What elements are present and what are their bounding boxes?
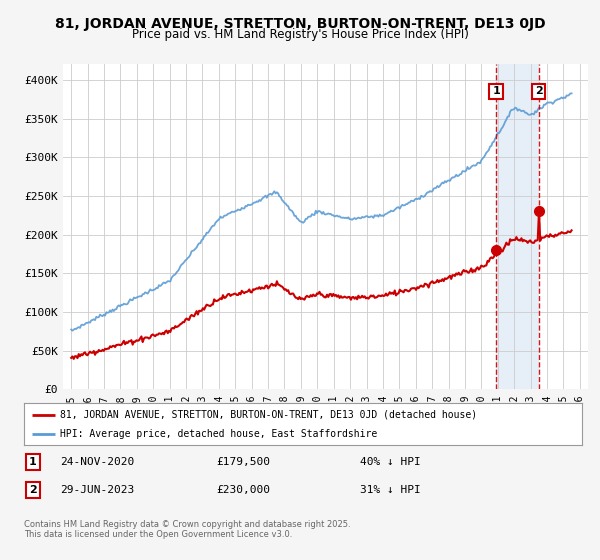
Text: 81, JORDAN AVENUE, STRETTON, BURTON-ON-TRENT, DE13 0JD (detached house): 81, JORDAN AVENUE, STRETTON, BURTON-ON-T… — [60, 409, 478, 419]
Bar — [496, 64, 539, 389]
Text: £179,500: £179,500 — [216, 457, 270, 467]
Text: Contains HM Land Registry data © Crown copyright and database right 2025.
This d: Contains HM Land Registry data © Crown c… — [24, 520, 350, 539]
Text: 81, JORDAN AVENUE, STRETTON, BURTON-ON-TRENT, DE13 0JD: 81, JORDAN AVENUE, STRETTON, BURTON-ON-T… — [55, 17, 545, 31]
Text: 24-NOV-2020: 24-NOV-2020 — [60, 457, 134, 467]
Text: 31% ↓ HPI: 31% ↓ HPI — [360, 485, 421, 495]
Text: 29-JUN-2023: 29-JUN-2023 — [60, 485, 134, 495]
Text: HPI: Average price, detached house, East Staffordshire: HPI: Average price, detached house, East… — [60, 429, 377, 439]
Text: £230,000: £230,000 — [216, 485, 270, 495]
Text: Price paid vs. HM Land Registry's House Price Index (HPI): Price paid vs. HM Land Registry's House … — [131, 28, 469, 41]
Text: 1: 1 — [492, 86, 500, 96]
Text: 40% ↓ HPI: 40% ↓ HPI — [360, 457, 421, 467]
Text: 2: 2 — [29, 485, 37, 495]
Text: 2: 2 — [535, 86, 542, 96]
Text: 1: 1 — [29, 457, 37, 467]
